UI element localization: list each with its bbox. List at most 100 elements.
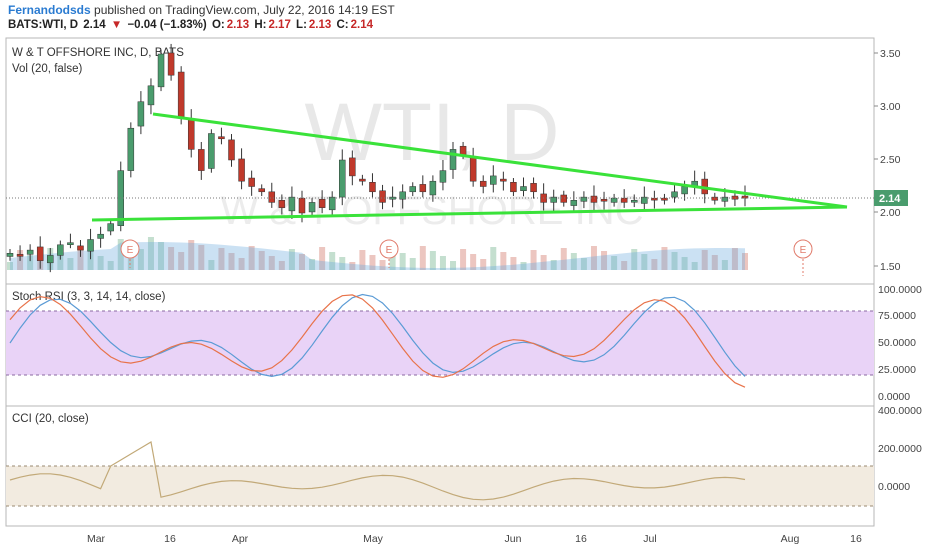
candle (97, 226, 104, 248)
candle-body (661, 197, 668, 201)
candle (741, 185, 749, 207)
stoch-axis[interactable]: 100.0000 75.0000 50.0000 25.0000 0.0000 (878, 284, 922, 403)
time-axis[interactable]: Mar 16 Apr May Jun 16 Jul Aug 16 (87, 533, 862, 545)
candle-body (409, 186, 416, 193)
price-axis[interactable]: 3.50 3.00 2.50 2.00 1.50 2.14 (874, 48, 908, 273)
candle (369, 173, 376, 198)
candle (308, 198, 316, 217)
candle (399, 184, 406, 209)
candle (187, 109, 195, 158)
candle-body (429, 180, 437, 196)
candlesticks (6, 43, 749, 273)
volume-bar (238, 258, 245, 270)
lower-trendline[interactable] (91, 205, 848, 222)
candle-body (36, 246, 44, 261)
stoch-tick: 100.0000 (878, 284, 922, 296)
quote-line: BATS:WTI, D 2.14 ▼ −0.04 (−1.83%) O: 2.13… (8, 19, 375, 31)
time-tick: Jul (643, 533, 656, 545)
candle-body (77, 245, 84, 251)
candle-body (107, 223, 114, 232)
volume-bar (288, 249, 295, 270)
candle-body (26, 249, 34, 255)
candle-body (379, 190, 386, 203)
candle (379, 184, 386, 210)
candle (600, 191, 608, 210)
volume-bar (490, 247, 497, 270)
candle-body (258, 188, 265, 193)
candle (490, 165, 497, 193)
candle-body (268, 191, 276, 203)
candle-body (218, 136, 225, 140)
upper-trendline[interactable] (152, 112, 848, 209)
price-tick: 2.50 (880, 154, 901, 166)
candle (67, 233, 74, 249)
candle (651, 190, 658, 209)
candle (6, 249, 14, 261)
volume-bar (611, 256, 618, 270)
stoch-lines (9, 293, 746, 388)
volume-bar (87, 251, 94, 270)
candle (389, 186, 396, 208)
candle-body (721, 196, 729, 202)
last-price-badge-text: 2.14 (879, 193, 901, 205)
candle-body (47, 255, 54, 264)
candle-body (500, 178, 507, 182)
candle (419, 175, 427, 198)
volume-bar (137, 249, 144, 270)
candle-body (349, 157, 356, 177)
earnings-marker-2[interactable]: E (379, 239, 399, 268)
candle-body (439, 170, 447, 183)
candle (147, 78, 155, 115)
candle-body (550, 196, 557, 203)
volume-bar (681, 257, 688, 270)
volume-bar (671, 252, 678, 270)
candle (47, 247, 54, 273)
volume-ma-area (10, 242, 745, 270)
volume-bar (419, 246, 426, 270)
cci-axis[interactable]: 400.0000 200.0000 0.0000 (878, 405, 922, 493)
volume-bar (631, 249, 638, 270)
candle-body (318, 198, 326, 208)
cci-tick: 400.0000 (878, 405, 922, 417)
last-price-badge (874, 190, 908, 206)
candle (218, 127, 225, 145)
time-tick: 16 (575, 533, 587, 545)
volume-bar (500, 252, 507, 270)
high-value: 2.17 (268, 19, 291, 31)
open-label: O: (211, 19, 225, 31)
volume-bar (278, 261, 285, 270)
symbol-label: BATS:WTI, D (8, 19, 79, 31)
candle (16, 245, 24, 261)
earnings-marker-3[interactable]: E (793, 239, 813, 276)
volume-bar (158, 242, 165, 270)
earnings-marker-1[interactable]: E (120, 239, 140, 268)
candle-body (127, 127, 135, 171)
volume-bar (520, 262, 527, 270)
candle-body (459, 145, 467, 155)
volume-bar (711, 255, 718, 270)
candle-body (308, 202, 316, 213)
candle-body (369, 182, 376, 193)
volume-bar (107, 261, 114, 270)
candle-body (97, 233, 104, 239)
candle (288, 186, 296, 219)
volume-bar (228, 253, 235, 270)
volume-bar (27, 255, 34, 270)
candle (127, 122, 135, 178)
candle (87, 228, 94, 260)
publish-info: Fernandodsds published on TradingView.co… (8, 3, 395, 17)
cci-tick: 200.0000 (878, 443, 922, 455)
candle-body (590, 195, 598, 203)
cci-tick: 0.0000 (878, 481, 910, 493)
candle (479, 175, 487, 194)
volume-bar (67, 258, 74, 270)
stoch-tick: 75.0000 (878, 310, 916, 322)
volume-bar (168, 247, 175, 270)
candle-body (298, 197, 306, 214)
candle-body (510, 182, 517, 193)
down-arrow-icon: ▼ (110, 19, 123, 31)
volume-bar (701, 250, 708, 270)
author-link[interactable]: Fernandodsds (8, 3, 91, 17)
stoch-title: Stoch RSI (3, 3, 14, 14, close) (12, 291, 166, 303)
